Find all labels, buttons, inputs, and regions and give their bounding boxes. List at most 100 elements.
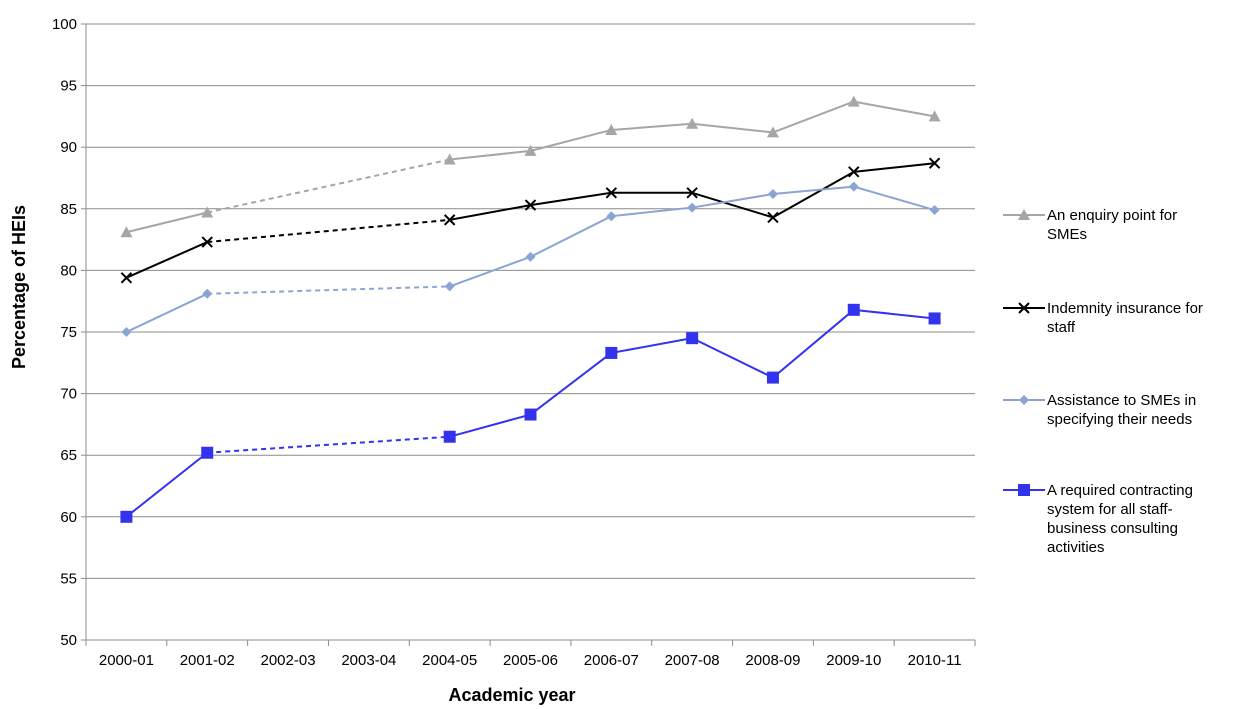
series-segment [530, 128, 612, 152]
data-point [687, 202, 698, 213]
y-tick-label: 100 [52, 16, 77, 33]
x-tick-label: 2009-10 [826, 652, 881, 669]
legend-label: business consulting [1047, 520, 1178, 537]
series-segment [853, 185, 935, 211]
x-tick-label: 2008-09 [745, 652, 800, 669]
series-segment [449, 149, 531, 161]
series-segment [449, 204, 531, 221]
data-point [686, 187, 698, 199]
axes [81, 23, 976, 646]
y-tick-label: 70 [60, 386, 77, 403]
data-point [120, 272, 133, 284]
series-segment [530, 191, 612, 207]
legend-label: staff [1047, 319, 1076, 336]
series-segment-dashed [207, 158, 450, 214]
data-point [767, 211, 779, 224]
y-tick-label: 80 [60, 262, 77, 279]
y-tick-label: 60 [60, 509, 77, 526]
series-segment [691, 337, 774, 379]
series-segment [126, 211, 208, 234]
series-segment [611, 206, 693, 218]
data-point [120, 510, 133, 523]
legend-swatch-marker [1018, 484, 1030, 496]
series-segment [611, 337, 693, 354]
legend-label: specifying their needs [1047, 411, 1192, 428]
series-segment [772, 185, 854, 196]
y-tick-labels: 50 55 60 65 70 75 80 85 90 95 100 [52, 16, 77, 649]
series-segment [126, 241, 208, 279]
data-point [443, 153, 456, 165]
legend-item-3: Assistance to SMEs in specifying their ne… [1003, 392, 1196, 428]
legend-swatch-marker [1018, 302, 1030, 314]
data-point [524, 199, 537, 211]
x-tick-label: 2006-07 [584, 652, 639, 669]
series-segment [692, 122, 774, 134]
series-segment [853, 162, 935, 173]
x-tick-label: 2003-04 [341, 652, 396, 669]
x-tick-label: 2002-03 [261, 652, 316, 669]
y-tick-label: 75 [60, 324, 77, 341]
legend-label: activities [1047, 539, 1105, 556]
series-segment [691, 193, 774, 209]
y-axis-title: Percentage of HEIs [9, 205, 29, 369]
y-tick-label: 90 [60, 139, 77, 156]
x-tick-label: 2001-02 [180, 652, 235, 669]
data-point [202, 288, 213, 299]
series-segment [449, 255, 531, 288]
legend-label: An enquiry point for [1047, 207, 1177, 224]
data-point [444, 281, 455, 292]
data-point [928, 157, 941, 169]
legend-label: Assistance to SMEs in [1047, 392, 1196, 409]
data-point [524, 408, 537, 421]
x-tick-label: 2000-01 [99, 652, 154, 669]
data-point [928, 312, 941, 325]
series-4 [120, 303, 941, 523]
x-tick-labels: 2000-01 2001-02 2002-03 2003-04 2004-05 2005-… [99, 652, 962, 669]
data-point [120, 226, 133, 238]
data-point [767, 189, 778, 200]
legend-item-2: Indemnity insurance for staff [1003, 300, 1203, 336]
series-2 [120, 157, 941, 284]
series-3 [121, 181, 940, 337]
series-segment-dashed [207, 285, 450, 295]
y-tick-label: 85 [60, 201, 77, 218]
legend: An enquiry point for SMEs Indemnity insura… [1003, 207, 1203, 556]
data-point [928, 110, 941, 122]
data-point [443, 430, 456, 443]
series-segment [449, 413, 531, 438]
x-tick-label: 2004-05 [422, 652, 477, 669]
data-point [121, 327, 132, 337]
data-point [929, 205, 940, 216]
series-segment [125, 292, 208, 333]
x-tick-label: 2007-08 [665, 652, 720, 669]
data-point [443, 214, 456, 226]
series-segment [772, 100, 855, 134]
data-point [848, 166, 860, 178]
data-point [525, 251, 536, 262]
series-segment [691, 191, 774, 219]
series-segment [853, 308, 935, 320]
data-point [605, 123, 618, 135]
x-tick-label: 2005-06 [503, 652, 558, 669]
series-segment [772, 309, 855, 379]
series-1 [120, 95, 941, 238]
series-segment-dashed [207, 218, 450, 244]
series-group [120, 95, 941, 523]
series-segment [125, 451, 208, 518]
data-point [201, 446, 214, 459]
data-point [847, 303, 860, 316]
y-tick-label: 95 [60, 78, 77, 95]
legend-label: SMEs [1047, 226, 1087, 243]
data-point [201, 206, 214, 218]
x-axis-title: Academic year [448, 685, 575, 705]
data-point [766, 126, 779, 138]
data-point [847, 95, 860, 107]
legend-label: A required contracting [1047, 482, 1193, 499]
legend-swatch-marker [1018, 209, 1030, 220]
data-point [686, 117, 699, 129]
legend-item-4: A required contracting system for all sta… [1003, 482, 1193, 556]
series-segment [772, 170, 855, 219]
data-point [848, 181, 859, 192]
series-segment [853, 100, 935, 118]
series-segment-dashed [207, 435, 450, 454]
